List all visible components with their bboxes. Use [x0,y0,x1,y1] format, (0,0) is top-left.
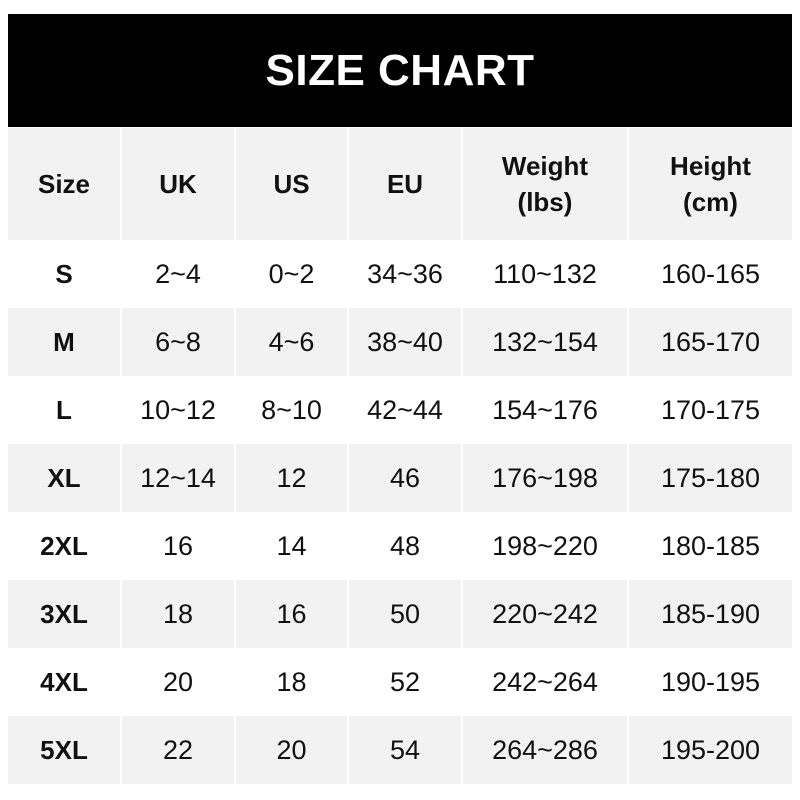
table-row: M 6~8 4~6 38~40 132~154 165-170 [8,308,792,376]
value-cell: 6~8 [120,308,235,376]
value-cell: 2~4 [120,240,235,308]
column-header: Size [8,128,121,240]
value-cell: 165-170 [627,308,792,376]
size-cell: XL [8,444,121,512]
value-cell: 175-180 [627,444,792,512]
value-cell: 110~132 [461,240,628,308]
value-cell: 16 [234,580,348,648]
value-cell: 48 [347,512,462,580]
column-header: Weight (lbs) [461,128,628,240]
size-cell: S [55,258,73,289]
table-row: S 2~4 0~2 34~36 110~132 160-165 [8,240,792,308]
value-cell: 264~286 [461,716,628,784]
value-cell: 20 [234,716,348,784]
value-cell: 50 [347,580,462,648]
value-cell: 52 [347,648,462,716]
value-cell: 160-165 [627,240,792,308]
value-cell: 10~12 [120,376,235,444]
size-table: Size UK US EU Weight (lbs) Height (cm) S 2~4 0~… [8,128,792,784]
table-row: 2XL 16 14 48 198~220 180-185 [8,512,792,580]
table-row: 4XL 20 18 52 242~264 190-195 [8,648,792,716]
size-chart-title: SIZE CHART [8,14,792,127]
value-cell: 20 [120,648,235,716]
size-cell: 4XL [40,666,88,697]
size-cell: L [56,394,72,425]
table-row: XL 12~14 12 46 176~198 175-180 [8,444,792,512]
value-cell: 190-195 [627,648,792,716]
table-row: 5XL 22 20 54 264~286 195-200 [8,716,792,784]
value-cell: 12~14 [120,444,235,512]
header-row: Size UK US EU Weight (lbs) Height (cm) [8,128,792,240]
table-row: 3XL 18 16 50 220~242 185-190 [8,580,792,648]
value-cell: 42~44 [347,376,462,444]
value-cell: 12 [234,444,348,512]
size-cell: 3XL [8,580,121,648]
column-header: US [234,128,348,240]
value-cell: 22 [120,716,235,784]
value-cell: 54 [347,716,462,784]
value-cell: 176~198 [461,444,628,512]
value-cell: 180-185 [627,512,792,580]
column-header: Height (cm) [627,128,792,240]
value-cell: 195-200 [627,716,792,784]
size-cell: 5XL [8,716,121,784]
size-cell: M [8,308,121,376]
value-cell: 132~154 [461,308,628,376]
value-cell: 220~242 [461,580,628,648]
value-cell: 4~6 [234,308,348,376]
column-header: UK [120,128,235,240]
value-cell: 170-175 [627,376,792,444]
table-row: L 10~12 8~10 42~44 154~176 170-175 [8,376,792,444]
value-cell: 8~10 [234,376,348,444]
value-cell: 18 [120,580,235,648]
value-cell: 242~264 [461,648,628,716]
value-cell: 14 [234,512,348,580]
size-cell: 2XL [40,530,88,561]
value-cell: 185-190 [627,580,792,648]
value-cell: 154~176 [461,376,628,444]
column-header: EU [347,128,462,240]
value-cell: 18 [234,648,348,716]
value-cell: 46 [347,444,462,512]
value-cell: 34~36 [347,240,462,308]
value-cell: 198~220 [461,512,628,580]
value-cell: 16 [120,512,235,580]
value-cell: 0~2 [234,240,348,308]
value-cell: 38~40 [347,308,462,376]
